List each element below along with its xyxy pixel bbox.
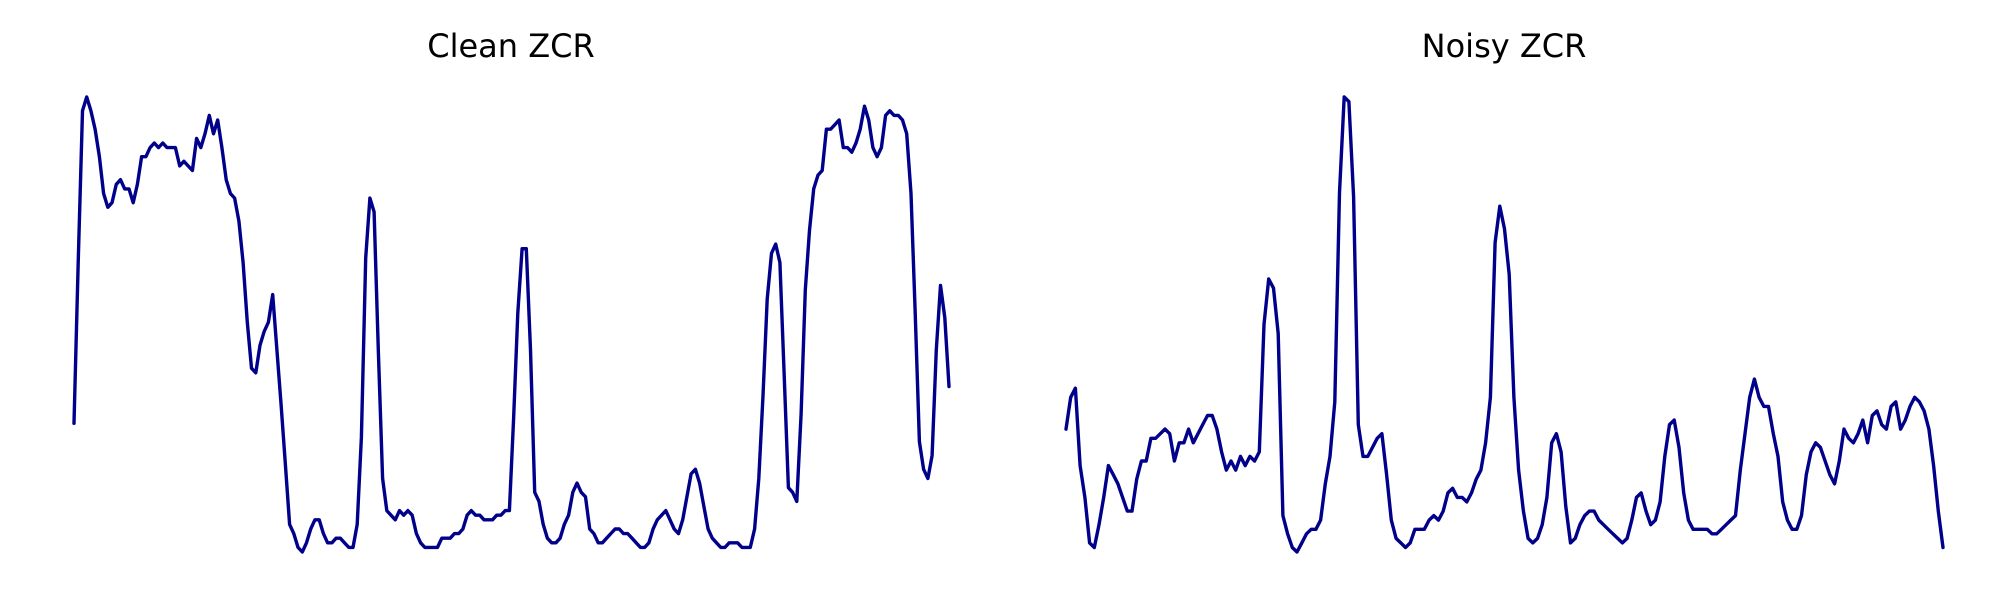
noisy-zcr-panel: Noisy ZCR: [1064, 27, 1945, 554]
clean-zcr-series-line: [72, 95, 951, 554]
clean-zcr-panel: Clean ZCR: [72, 27, 951, 554]
noisy-zcr-title: Noisy ZCR: [1422, 27, 1587, 65]
clean-zcr-title: Clean ZCR: [427, 27, 594, 65]
noisy-zcr-series-line: [1064, 95, 1945, 554]
